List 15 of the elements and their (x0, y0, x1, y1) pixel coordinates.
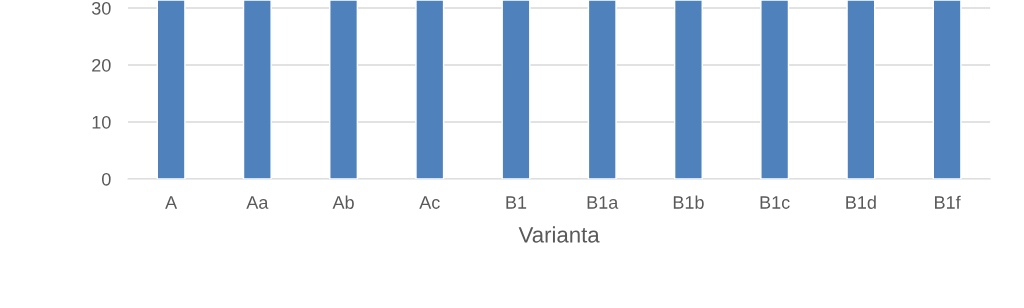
x-tick-label: B1b (673, 195, 704, 209)
x-tick-label: B1c (760, 196, 790, 209)
y-tick-label: 30 (91, 1, 111, 15)
x-tick-label: B1a (587, 196, 619, 209)
y-tick-label: 20 (92, 58, 111, 72)
x-axis-title: Varianta (518, 226, 600, 243)
x-tick-label: Aa (246, 196, 269, 209)
x-tick-label: A (165, 196, 178, 209)
x-tick-label: B1d (846, 195, 876, 209)
x-tick-label: Ab (332, 195, 354, 209)
y-tick-label: 10 (92, 115, 111, 129)
x-tick-label: B1f (935, 195, 961, 209)
x-tick-label: B1 (506, 196, 527, 209)
x-tick-label: Ac (419, 196, 440, 209)
y-tick-label: 0 (102, 172, 111, 186)
